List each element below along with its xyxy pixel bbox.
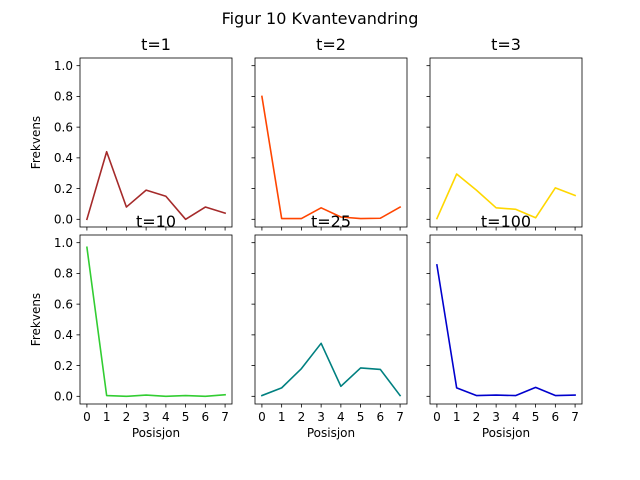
x-tick-label: 7 xyxy=(221,410,229,424)
y-tick-label: 0.6 xyxy=(54,297,73,311)
x-tick-label: 1 xyxy=(103,410,111,424)
series-line xyxy=(435,264,576,397)
subplot-5: t=25 0 1 2 3 4 5 6 7 Posisjon xyxy=(251,212,408,440)
x-tick-label: 3 xyxy=(492,410,500,424)
subplot-4: t=10 0.0 0.2 0.4 0.6 0.8 1.0 0 1 2 3 4 5 6 7 Frekvens Po… xyxy=(29,212,233,440)
x-tick-label: 2 xyxy=(473,410,481,424)
figure-title: Figur 10 Kvantevandring xyxy=(222,9,419,28)
x-tick-label: 7 xyxy=(396,410,404,424)
axes-frame xyxy=(79,57,233,228)
x-tick-label: 0 xyxy=(433,410,441,424)
series-line xyxy=(260,95,402,220)
subplot-6: t=100 0 1 2 3 4 5 6 7 Posisjon xyxy=(426,212,583,440)
y-tick-label: 0.2 xyxy=(54,359,73,373)
axes-frame xyxy=(254,57,408,228)
y-tick-label: 0.4 xyxy=(54,151,73,165)
y-tick-label: 0.8 xyxy=(54,90,73,104)
subplot-1: t=1 0.0 0.2 0.4 0.6 0.8 1.0 Frekvens xyxy=(29,35,233,231)
y-tick-label: 0.6 xyxy=(54,120,73,134)
x-tick-label: 7 xyxy=(571,410,579,424)
y-tick-label: 0.8 xyxy=(54,267,73,281)
subplot-title: t=25 xyxy=(311,212,351,231)
x-axis-label: Posisjon xyxy=(482,426,530,440)
y-tick-label: 0.0 xyxy=(54,213,73,227)
x-tick-label: 2 xyxy=(123,410,131,424)
x-tick-label: 4 xyxy=(162,410,170,424)
y-tick-label: 0.0 xyxy=(54,390,73,404)
y-tick-label: 1.0 xyxy=(54,236,73,250)
series-line xyxy=(86,246,226,398)
x-tick-label: 3 xyxy=(142,410,150,424)
subplot-title: t=2 xyxy=(316,35,346,54)
x-axis-label: Posisjon xyxy=(132,426,180,440)
x-tick-label: 1 xyxy=(453,410,461,424)
y-axis-label: Frekvens xyxy=(29,116,43,169)
x-tick-label: 0 xyxy=(83,410,91,424)
subplot-3: t=3 xyxy=(426,35,583,231)
x-tick-label: 6 xyxy=(552,410,560,424)
x-tick-label: 5 xyxy=(357,410,365,424)
subplot-2: t=2 xyxy=(251,35,408,231)
axes-frame xyxy=(429,57,583,228)
axes-frame xyxy=(254,234,408,405)
y-tick-label: 0.4 xyxy=(54,328,73,342)
y-axis-label: Frekvens xyxy=(29,293,43,346)
series-line xyxy=(260,342,402,397)
x-tick-label: 3 xyxy=(317,410,325,424)
axes-frame xyxy=(429,234,583,405)
x-axis-label: Posisjon xyxy=(307,426,355,440)
series-line xyxy=(435,173,577,220)
x-tick-label: 1 xyxy=(278,410,286,424)
x-tick-label: 0 xyxy=(258,410,266,424)
subplot-title: t=100 xyxy=(481,212,531,231)
y-tick-label: 1.0 xyxy=(54,59,73,73)
x-tick-label: 4 xyxy=(337,410,345,424)
subplot-title: t=10 xyxy=(136,212,176,231)
subplot-title: t=3 xyxy=(491,35,521,54)
series-line xyxy=(85,150,227,221)
x-tick-label: 6 xyxy=(377,410,385,424)
y-tick-label: 0.2 xyxy=(54,182,73,196)
x-tick-label: 6 xyxy=(202,410,210,424)
x-tick-label: 5 xyxy=(182,410,190,424)
x-tick-label: 2 xyxy=(298,410,306,424)
x-tick-label: 4 xyxy=(512,410,520,424)
axes-frame xyxy=(79,234,233,405)
subplot-title: t=1 xyxy=(141,35,171,54)
x-tick-label: 5 xyxy=(532,410,540,424)
